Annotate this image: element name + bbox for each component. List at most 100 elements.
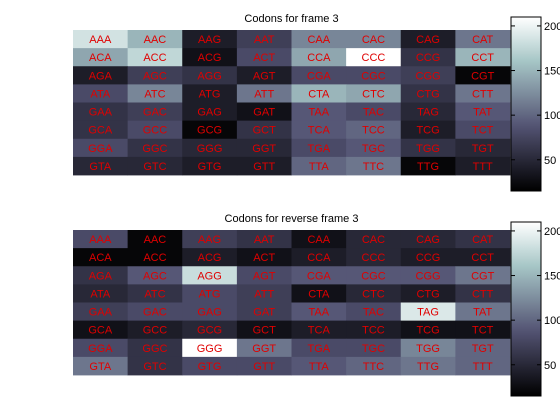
heatmap-cell bbox=[455, 338, 511, 358]
codon-label: CCA bbox=[307, 52, 331, 64]
heatmap-cell bbox=[400, 284, 456, 303]
heatmap-cell bbox=[127, 156, 183, 176]
colorbar-tick-label: 150 bbox=[544, 66, 560, 78]
heatmap-cell bbox=[291, 320, 347, 340]
colorbar bbox=[510, 221, 542, 397]
codon-label: CAT bbox=[472, 34, 493, 46]
heatmap-cell bbox=[346, 356, 402, 376]
codon-label: GGC bbox=[142, 143, 167, 155]
codon-label: GTT bbox=[253, 161, 275, 173]
heatmap-cell bbox=[73, 302, 129, 322]
heatmap-cell bbox=[455, 248, 511, 267]
heatmap-cell bbox=[182, 102, 238, 122]
codon-label: GTC bbox=[143, 361, 166, 373]
codon-label: TGG bbox=[416, 343, 440, 355]
codon-label: TGA bbox=[307, 143, 330, 155]
chart-title: Codons for reverse frame 3 bbox=[225, 213, 359, 225]
heatmap-cell bbox=[400, 102, 456, 122]
heatmap-cell bbox=[291, 66, 347, 85]
heatmap-cell bbox=[400, 266, 456, 285]
codon-label: TGT bbox=[472, 143, 494, 155]
heatmap-cell bbox=[73, 66, 129, 85]
codon-label: CCC bbox=[362, 252, 386, 264]
codon-label: AGC bbox=[143, 270, 167, 282]
heatmap-cell bbox=[73, 230, 129, 249]
heatmap-cell bbox=[400, 356, 456, 376]
codon-label: CGC bbox=[361, 70, 386, 82]
codon-label: GCT bbox=[253, 325, 277, 337]
codon-label: ACC bbox=[143, 52, 166, 64]
heatmap-cell bbox=[127, 30, 183, 49]
heatmap-cell bbox=[182, 30, 238, 49]
heatmap-cell bbox=[73, 266, 129, 285]
heatmap-cell bbox=[291, 302, 347, 322]
heatmap-cell bbox=[346, 138, 402, 158]
codon-label: CAG bbox=[416, 234, 440, 246]
codon-label: CTG bbox=[416, 88, 439, 100]
codon-label: GGC bbox=[142, 343, 167, 355]
heatmap-cell bbox=[236, 320, 292, 340]
codon-label: TCC bbox=[362, 325, 385, 337]
heatmap-cell bbox=[236, 248, 292, 267]
codon-label: CGA bbox=[307, 270, 332, 282]
codon-label: AGG bbox=[197, 270, 221, 282]
codon-label: GAG bbox=[197, 307, 221, 319]
heatmap-cell bbox=[127, 338, 183, 358]
colorbar-tick-label: 200 bbox=[544, 21, 560, 33]
heatmap-cell bbox=[291, 138, 347, 158]
heatmap-cell bbox=[73, 120, 129, 140]
codon-label: TTT bbox=[473, 361, 493, 373]
heatmap-cell bbox=[455, 48, 511, 67]
colorbar-tick-label: 50 bbox=[544, 360, 556, 372]
heatmap-cell bbox=[127, 320, 183, 340]
heatmap-cell bbox=[236, 302, 292, 322]
heatmap-cell bbox=[73, 284, 129, 303]
codon-label: CAA bbox=[307, 34, 330, 46]
heatmap-cell bbox=[400, 156, 456, 176]
codon-label: CAC bbox=[362, 234, 385, 246]
codon-label: TAT bbox=[473, 307, 492, 319]
codon-label: TAA bbox=[309, 107, 330, 119]
codon-label: GAC bbox=[143, 107, 167, 119]
codon-label: CCG bbox=[416, 252, 440, 264]
codon-label: CTC bbox=[362, 88, 385, 100]
heatmap-cell bbox=[236, 66, 292, 85]
codon-label: AGC bbox=[143, 70, 167, 82]
heatmap-cell bbox=[455, 302, 511, 322]
heatmap-cell bbox=[400, 230, 456, 249]
codon-label: GAA bbox=[89, 307, 113, 319]
codon-label: CCT bbox=[471, 252, 494, 264]
heatmap-cell bbox=[73, 320, 129, 340]
heatmap-cell bbox=[182, 338, 238, 358]
codon-label: CTT bbox=[472, 88, 494, 100]
heatmap-cell bbox=[346, 84, 402, 103]
heatmap-cell bbox=[455, 84, 511, 103]
codon-label: GAT bbox=[253, 107, 275, 119]
heatmap-cell bbox=[400, 84, 456, 103]
heatmap-cell bbox=[182, 266, 238, 285]
codon-label: ACT bbox=[253, 252, 275, 264]
heatmap-cell bbox=[400, 302, 456, 322]
heatmap-cell bbox=[346, 284, 402, 303]
heatmap-cell bbox=[73, 248, 129, 267]
heatmap-cell bbox=[73, 84, 129, 103]
codon-label: AAC bbox=[144, 34, 167, 46]
heatmap-cell bbox=[73, 156, 129, 176]
heatmap-cell bbox=[127, 248, 183, 267]
codon-label: AAA bbox=[89, 34, 112, 46]
codon-label: TCT bbox=[472, 325, 494, 337]
codon-label: GGA bbox=[88, 343, 113, 355]
heatmap-cell bbox=[182, 320, 238, 340]
heatmap-cell bbox=[182, 138, 238, 158]
codon-label: CGC bbox=[361, 270, 386, 282]
heatmap-cell bbox=[127, 356, 183, 376]
heatmap-cell bbox=[182, 66, 238, 85]
heatmap-cell bbox=[400, 138, 456, 158]
heatmap-cell bbox=[182, 248, 238, 267]
codon-label: TCG bbox=[416, 325, 439, 337]
codon-label: TTC bbox=[363, 361, 384, 373]
codon-label: ATG bbox=[199, 288, 221, 300]
codon-label: TTT bbox=[473, 161, 493, 173]
heatmap-cell bbox=[400, 30, 456, 49]
